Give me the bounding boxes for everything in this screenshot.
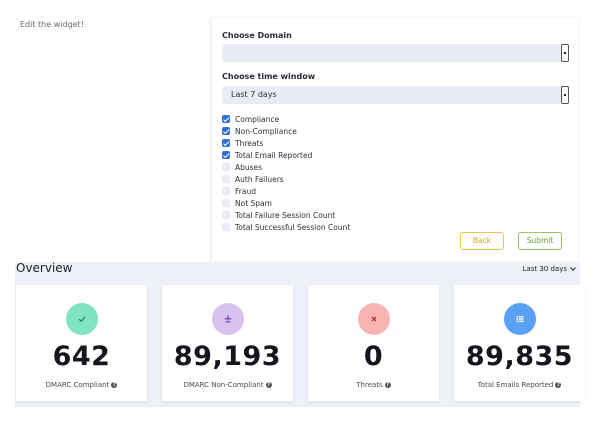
stat-caption-text: Total Emails Reported [477,381,554,389]
option-label: Total Failure Session Count [235,210,336,220]
checkbox[interactable] [222,151,230,159]
option-threats[interactable]: Threats [222,137,350,149]
domain-label: Choose Domain [222,31,292,40]
stat-card-threats: 0 Threats? [308,285,439,401]
stat-caption-text: Threats [356,381,383,389]
checkbox[interactable] [222,127,230,135]
date-range-dropdown[interactable]: Last 30 days [522,265,576,273]
list-icon [503,303,536,335]
domain-select[interactable] [222,44,569,62]
option-total-email-reported[interactable]: Total Email Reported [222,149,350,161]
option-label: Compliance [235,114,280,124]
option-fraud[interactable]: Fraud [222,185,350,197]
stat-card-total-emails-reported: 89,835 Total Emails Reported? [454,285,585,401]
option-label: Non-Compliance [235,126,297,136]
stat-caption-text: DMARC Non-Compliant [183,381,264,389]
domain-select-arrow[interactable] [561,44,569,62]
stat-caption: Total Emails Reported? [454,381,585,389]
option-label: Auth Failuers [235,174,284,184]
info-icon[interactable]: ? [384,382,391,388]
stat-caption: Threats? [308,381,439,389]
info-icon[interactable]: ? [111,382,118,388]
time-window-select[interactable]: Last 7 days [222,86,569,104]
checkbox[interactable] [222,163,230,171]
stat-caption: DMARC Non-Compliant? [162,381,293,389]
option-label: Total Email Reported [235,150,313,160]
close-icon [357,303,390,335]
checkbox[interactable] [222,211,230,219]
metric-checklist: Compliance Non-Compliance Threats Total … [222,113,350,233]
stat-caption-text: DMARC Compliant [45,381,110,389]
date-range-label: Last 30 days [522,265,567,273]
stat-caption: DMARC Compliant? [16,381,147,389]
checkbox[interactable] [222,175,230,183]
stat-card-dmarc-non-compliant: 89,193 DMARC Non-Compliant? [162,285,293,401]
stat-card-dmarc-compliant: 642 DMARC Compliant? [16,285,147,401]
option-label: Abuses [235,162,263,172]
checkbox[interactable] [222,187,230,195]
checkbox[interactable] [222,223,230,231]
submit-button[interactable]: Submit [518,232,562,250]
overview-title: Overview [16,261,73,275]
chevron-down-icon [570,265,576,271]
option-label: Threats [235,138,264,148]
option-auth-failures[interactable]: Auth Failuers [222,173,350,185]
option-total-successful-session-count[interactable]: Total Successful Session Count [222,221,350,233]
time-window-value: Last 7 days [231,90,277,99]
balance-icon [211,303,244,335]
check-icon [65,303,98,335]
option-compliance[interactable]: Compliance [222,113,350,125]
option-total-failure-session-count[interactable]: Total Failure Session Count [222,209,350,221]
widget-edit-panel: Choose Domain Choose time window Last 7 … [211,18,578,261]
stat-value: 642 [52,341,111,372]
option-label: Not Spam [235,198,272,208]
option-non-compliance[interactable]: Non-Compliance [222,125,350,137]
time-window-label: Choose time window [222,72,316,81]
back-button[interactable]: Back [460,232,504,250]
time-window-arrow[interactable] [561,86,569,104]
option-not-spam[interactable]: Not Spam [222,197,350,209]
stat-value: 89,193 [173,341,282,372]
option-label: Total Successful Session Count [235,222,351,232]
stat-value: 89,835 [465,341,574,372]
option-abuses[interactable]: Abuses [222,161,350,173]
info-icon[interactable]: ? [265,382,272,388]
option-label: Fraud [235,186,256,196]
info-icon[interactable]: ? [555,382,562,388]
stat-value: 0 [363,341,384,372]
checkbox[interactable] [222,115,230,123]
checkbox[interactable] [222,139,230,147]
edit-widget-note: Edit the widget! [20,20,84,29]
checkbox[interactable] [222,199,230,207]
